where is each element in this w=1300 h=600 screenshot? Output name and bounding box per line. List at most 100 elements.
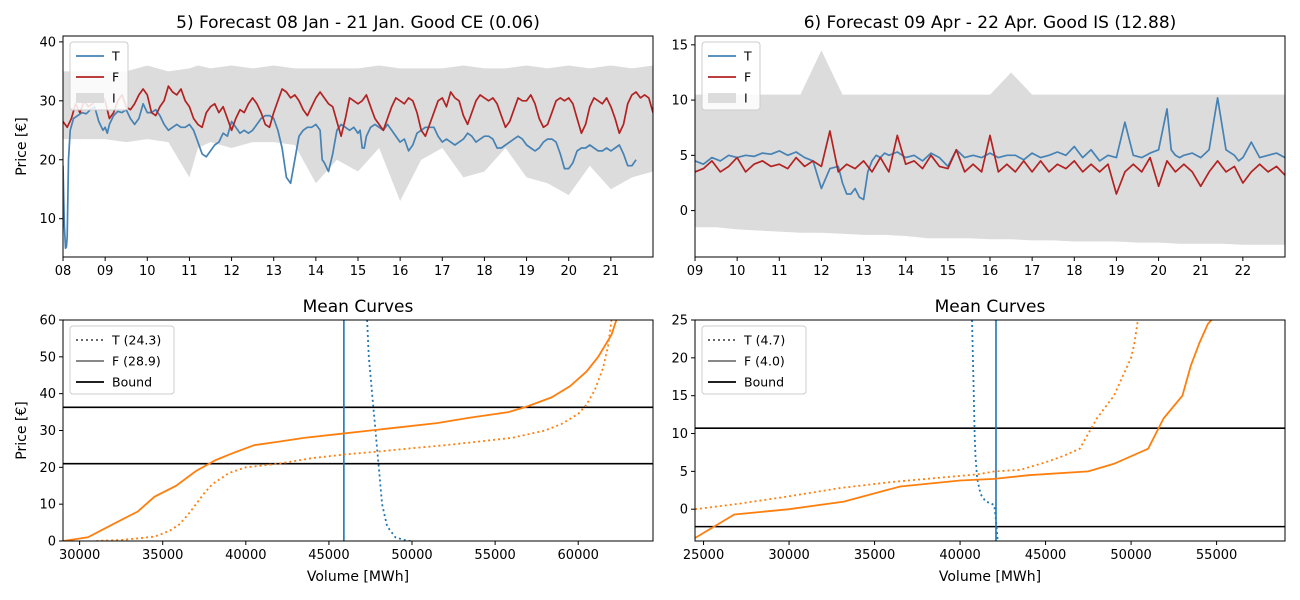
x-tick-label: 22 bbox=[1235, 264, 1252, 279]
legend-label: F (4.0) bbox=[744, 354, 785, 369]
y-tick-label: 20 bbox=[671, 351, 688, 366]
y-tick-label: 40 bbox=[39, 387, 56, 402]
x-tick-label: 11 bbox=[771, 264, 788, 279]
y-axis-label: Price [€] bbox=[14, 117, 30, 175]
chart-title: Mean Curves bbox=[303, 297, 414, 317]
legend: TFI bbox=[701, 41, 761, 111]
x-tick-label: 17 bbox=[434, 264, 451, 279]
x-tick-label: 40000 bbox=[939, 548, 980, 563]
p4-axes-frame bbox=[694, 319, 1286, 542]
legend-label: T (4.7) bbox=[743, 333, 785, 348]
y-tick-label: 0 bbox=[48, 535, 56, 550]
demand-curve-dotted bbox=[366, 320, 411, 541]
x-tick-label: 16 bbox=[392, 264, 409, 279]
p1-plot-area bbox=[63, 65, 653, 250]
y-tick-label: 15 bbox=[671, 389, 688, 404]
series-line-F bbox=[63, 85, 653, 138]
x-tick-label: 20 bbox=[1150, 264, 1167, 279]
y-tick-label: 20 bbox=[39, 153, 56, 168]
y-tick-label: 30 bbox=[39, 424, 56, 439]
x-tick-label: 60000 bbox=[558, 548, 599, 563]
legend-swatch-I bbox=[708, 93, 736, 103]
series-line-T bbox=[695, 97, 1285, 201]
y-tick-label: 50 bbox=[39, 350, 56, 365]
x-tick-label: 18 bbox=[1066, 264, 1083, 279]
x-tick-label: 09 bbox=[687, 264, 704, 279]
series-line-F bbox=[695, 130, 1285, 195]
y-tick-label: 10 bbox=[39, 212, 56, 227]
y-tick-label: 10 bbox=[671, 94, 688, 109]
chart-title: 5) Forecast 08 Jan - 21 Jan. Good CE (0.… bbox=[176, 13, 540, 33]
x-tick-label: 13 bbox=[265, 264, 282, 279]
legend-box bbox=[69, 325, 175, 395]
y-tick-label: 40 bbox=[39, 35, 56, 50]
x-tick-label: 19 bbox=[518, 264, 535, 279]
x-tick-label: 10 bbox=[139, 264, 156, 279]
x-tick-label: 15 bbox=[350, 264, 367, 279]
y-tick-label: 60 bbox=[39, 314, 56, 329]
y-tick-label: 10 bbox=[39, 498, 56, 513]
y-tick-label: 0 bbox=[680, 204, 688, 219]
x-tick-label: 15 bbox=[940, 264, 957, 279]
x-tick-label: 12 bbox=[223, 264, 240, 279]
x-tick-label: 09 bbox=[97, 264, 114, 279]
x-tick-label: 30000 bbox=[59, 548, 100, 563]
chart-title: 6) Forecast 09 Apr - 22 Apr. Good IS (12… bbox=[804, 13, 1177, 33]
x-tick-label: 12 bbox=[813, 264, 830, 279]
y-tick-label: 5 bbox=[680, 465, 688, 480]
x-tick-label: 11 bbox=[181, 264, 198, 279]
supply-curve-solid bbox=[63, 320, 618, 541]
x-tick-label: 17 bbox=[1024, 264, 1041, 279]
x-tick-label: 14 bbox=[308, 264, 325, 279]
x-tick-label: 08 bbox=[55, 264, 72, 279]
x-axis-label: Volume [MWh] bbox=[307, 569, 409, 585]
legend: T (24.3) F (28.9) Bound bbox=[69, 325, 175, 395]
p3-plot-area bbox=[63, 320, 653, 541]
interval-band-I bbox=[695, 50, 1285, 245]
x-tick-label: 10 bbox=[729, 264, 746, 279]
legend-label: T (24.3) bbox=[111, 333, 161, 348]
x-tick-label: 20 bbox=[560, 264, 577, 279]
x-tick-label: 30000 bbox=[768, 548, 809, 563]
p4-panel: 25000 30000 35000 40000 45000 50000 55000 0 5 10 1… bbox=[671, 297, 1286, 585]
x-tick-label: 25000 bbox=[683, 548, 724, 563]
demand-curve-dotted bbox=[971, 320, 999, 541]
x-tick-label: 18 bbox=[476, 264, 493, 279]
supply-curve-solid bbox=[695, 320, 1213, 539]
y-tick-label: 0 bbox=[680, 503, 688, 518]
y-axis-label: Price [€] bbox=[14, 401, 30, 459]
p4-plot-area bbox=[695, 320, 1285, 541]
legend-label: I bbox=[744, 91, 748, 106]
legend-label: F bbox=[744, 70, 751, 85]
legend-label: T bbox=[743, 49, 752, 64]
x-tick-label: 50000 bbox=[391, 548, 432, 563]
legend-label: T bbox=[111, 49, 120, 64]
y-tick-label: 15 bbox=[671, 38, 688, 53]
x-tick-label: 21 bbox=[1192, 264, 1209, 279]
legend-label: Bound bbox=[744, 375, 784, 390]
x-tick-label: 45000 bbox=[1025, 548, 1066, 563]
p1-panel: 08 09 10 11 12 13 14 15 16 17 18 19 20 21 10 20 30 40 5) F… bbox=[14, 13, 654, 279]
y-tick-label: 20 bbox=[39, 461, 56, 476]
x-tick-label: 16 bbox=[982, 264, 999, 279]
y-tick-label: 25 bbox=[671, 314, 688, 329]
x-tick-label: 13 bbox=[855, 264, 872, 279]
supply-curve-dotted bbox=[96, 320, 613, 541]
x-tick-label: 21 bbox=[603, 264, 620, 279]
legend-label: I bbox=[112, 91, 116, 106]
x-tick-label: 55000 bbox=[1196, 548, 1237, 563]
x-tick-label: 14 bbox=[897, 264, 914, 279]
x-tick-label: 19 bbox=[1108, 264, 1125, 279]
legend: T (4.7) F (4.0) Bound bbox=[701, 325, 807, 395]
chart-title: Mean Curves bbox=[935, 297, 1046, 317]
y-tick-label: 5 bbox=[680, 149, 688, 164]
x-tick-label: 35000 bbox=[854, 548, 895, 563]
legend-swatch-I bbox=[76, 93, 104, 103]
legend: TFI bbox=[69, 41, 129, 111]
y-tick-label: 30 bbox=[39, 94, 56, 109]
x-tick-label: 40000 bbox=[225, 548, 266, 563]
x-axis-label: Volume [MWh] bbox=[939, 569, 1041, 585]
legend-label: Bound bbox=[112, 375, 152, 390]
y-tick-label: 10 bbox=[671, 427, 688, 442]
